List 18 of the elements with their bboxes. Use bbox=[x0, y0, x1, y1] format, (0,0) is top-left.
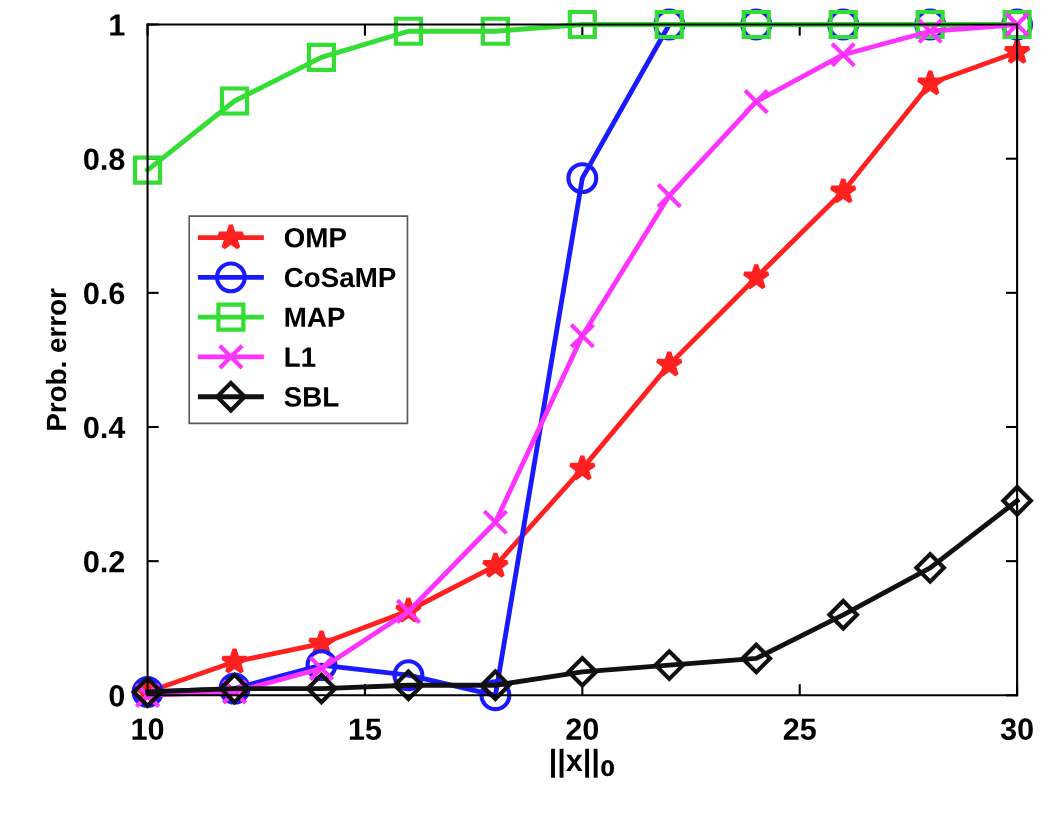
x-tick-label: 10 bbox=[132, 718, 164, 740]
y-tick-label: 1 bbox=[110, 14, 125, 36]
x-tick-label: 15 bbox=[349, 718, 382, 740]
x-axis-title: ||x||$_{0}$ bbox=[551, 748, 615, 778]
y-tick-label: 0.2 bbox=[84, 550, 125, 573]
legend-label: OMP bbox=[284, 227, 346, 248]
legend-label: CoSaMP bbox=[284, 267, 396, 288]
y-tick-label: 0.8 bbox=[84, 148, 125, 171]
y-tick-label: 0.4 bbox=[84, 416, 126, 439]
x-tick-label: 30 bbox=[1000, 718, 1033, 741]
x-tick-label: 20 bbox=[566, 718, 599, 740]
legend-label: MAP bbox=[285, 307, 345, 327]
y-tick-label: 0.6 bbox=[84, 282, 125, 305]
legend-label: L1 bbox=[285, 347, 316, 367]
y-axis-title: Prob. error bbox=[45, 288, 67, 430]
legend-label: SBL bbox=[284, 387, 339, 407]
x-tick-label: 25 bbox=[783, 718, 816, 740]
y-tick-label: 0 bbox=[109, 685, 125, 707]
